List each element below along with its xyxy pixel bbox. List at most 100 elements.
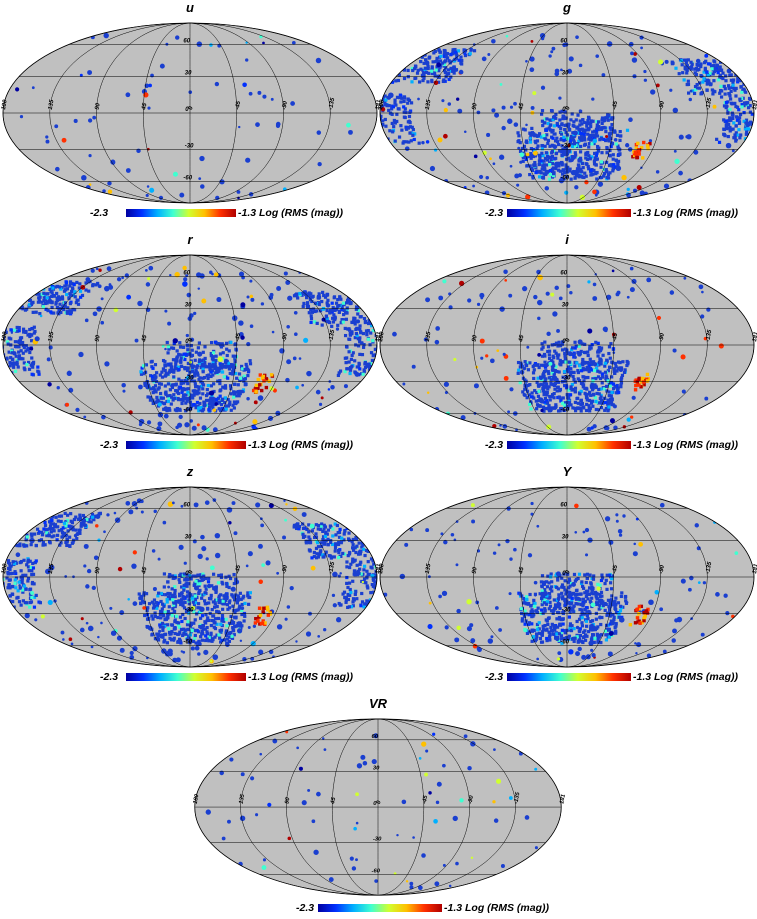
coverage-pixel [177, 377, 181, 381]
field-point [656, 315, 662, 320]
coverage-pixel [689, 67, 693, 71]
coverage-pixel [172, 393, 176, 397]
field-point [433, 80, 439, 86]
coverage-pixel [238, 604, 242, 608]
hotspot-pixel [262, 379, 266, 383]
coverage-pixel [537, 384, 541, 388]
lon-label: 0 [565, 105, 572, 110]
field-point [567, 68, 573, 74]
coverage-pixel [380, 93, 382, 97]
field-point [537, 353, 542, 357]
coverage-pixel [163, 368, 167, 373]
coverage-pixel [454, 68, 458, 72]
coverage-pixel [619, 381, 624, 385]
coverage-pixel [543, 340, 547, 344]
lon-label: 0 [188, 569, 195, 574]
coverage-pixel [592, 168, 596, 173]
coverage-pixel [540, 167, 544, 171]
coverage-pixel [321, 538, 325, 542]
coverage-pixel [27, 569, 31, 573]
coverage-pixel [373, 353, 377, 357]
lon-label: 45 [141, 334, 148, 343]
field-point [643, 69, 647, 74]
field-point [577, 351, 582, 357]
coverage-pixel [696, 68, 700, 72]
hotspot-pixel [635, 155, 639, 160]
coverage-pixel [585, 121, 589, 125]
coverage-pixel [712, 79, 716, 83]
coverage-pixel [362, 568, 366, 572]
field-point [30, 591, 35, 595]
coverage-pixel [209, 365, 213, 369]
hotspot-pixel [636, 148, 641, 152]
field-point [492, 162, 496, 166]
field-point [613, 137, 618, 142]
coverage-pixel [546, 138, 551, 143]
coverage-pixel [442, 54, 447, 58]
field-point [162, 520, 167, 525]
coverage-pixel [579, 349, 583, 354]
coverage-pixel [564, 385, 569, 389]
field-point [317, 161, 322, 167]
coverage-pixel [188, 624, 193, 628]
coverage-pixel [348, 368, 353, 372]
coverage-pixel [328, 308, 333, 312]
coverage-pixel [5, 576, 9, 580]
coverage-pixel [746, 106, 751, 110]
coverage-pixel [28, 605, 32, 609]
field-point [186, 292, 192, 298]
coverage-pixel [189, 577, 193, 581]
field-point [479, 338, 485, 344]
coverage-pixel [307, 291, 311, 295]
coverage-pixel [167, 406, 171, 411]
coverage-pixel [554, 365, 558, 369]
field-point [225, 642, 230, 647]
coverage-pixel [433, 71, 437, 75]
coverage-pixel [404, 110, 408, 115]
coverage-pixel [544, 406, 548, 411]
coverage-pixel [34, 593, 38, 598]
coverage-pixel [185, 594, 190, 598]
coverage-pixel [224, 407, 228, 411]
coverage-pixel [554, 116, 558, 120]
coverage-pixel [612, 367, 616, 371]
coverage-pixel [328, 540, 333, 545]
coverage-pixel [391, 130, 395, 134]
coverage-pixel [540, 151, 544, 155]
coverage-pixel [60, 527, 64, 532]
coverage-pixel [587, 142, 591, 146]
coverage-pixel [555, 380, 559, 384]
coverage-pixel [139, 370, 143, 374]
coverage-pixel [339, 321, 343, 325]
coverage-pixel [605, 160, 609, 164]
coverage-pixel [558, 149, 562, 153]
coverage-pixel [531, 371, 536, 375]
coverage-pixel [371, 353, 375, 358]
coverage-pixel [565, 175, 569, 179]
coverage-pixel [177, 353, 181, 357]
field-point [626, 187, 630, 192]
coverage-pixel [553, 349, 557, 353]
coverage-pixel [611, 153, 615, 157]
coverage-pixel [585, 393, 589, 397]
coverage-pixel [189, 621, 193, 625]
coverage-pixel [424, 58, 428, 62]
coverage-pixel [430, 78, 434, 82]
coverage-pixel [345, 301, 349, 305]
coverage-pixel [16, 595, 20, 600]
coverage-pixel [164, 593, 168, 597]
field-point [172, 638, 176, 642]
coverage-pixel [529, 407, 533, 411]
coverage-pixel [50, 518, 54, 523]
colorbar-min-label: -2.3 [100, 439, 119, 451]
coverage-pixel [371, 584, 375, 588]
coverage-pixel [435, 56, 439, 60]
coverage-pixel [30, 356, 34, 360]
field-point [616, 290, 621, 295]
coverage-pixel [431, 60, 435, 64]
field-point [60, 630, 65, 635]
coverage-pixel [167, 397, 171, 401]
coverage-pixel [380, 135, 381, 139]
coverage-pixel [347, 360, 351, 364]
coverage-pixel [193, 628, 198, 633]
